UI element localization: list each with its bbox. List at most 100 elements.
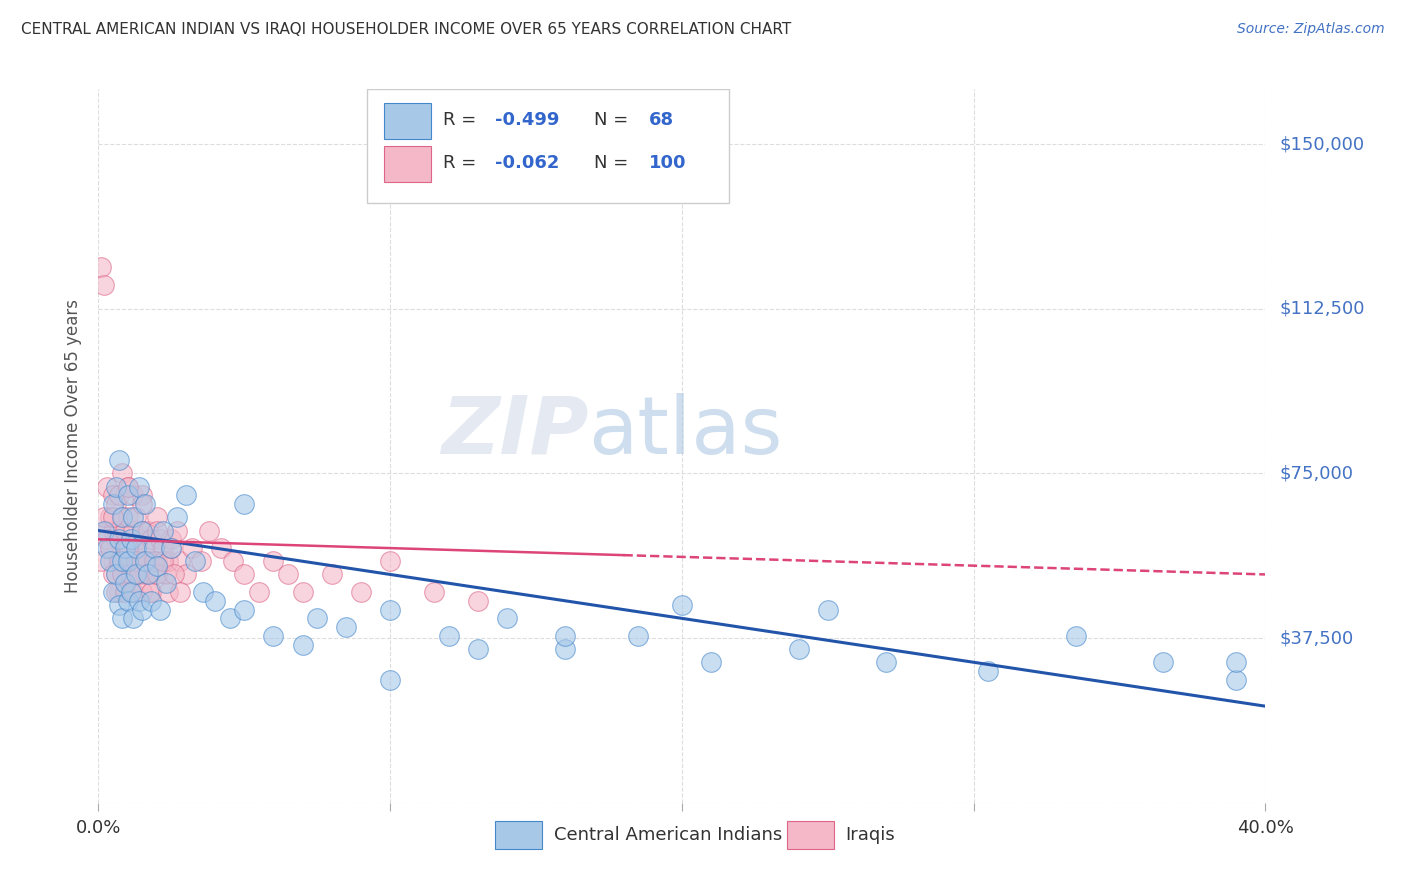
Point — [321, 567, 343, 582]
Point — [114, 541, 136, 555]
Point — [1225, 655, 1247, 669]
Point — [104, 480, 127, 494]
Point — [108, 488, 131, 502]
Point — [152, 554, 174, 568]
Point — [142, 541, 165, 555]
Point — [93, 524, 115, 538]
FancyBboxPatch shape — [367, 89, 728, 203]
Point — [120, 567, 142, 582]
Point — [101, 567, 124, 582]
Point — [128, 594, 150, 608]
Point — [136, 524, 159, 538]
Point — [128, 567, 150, 582]
Point — [174, 488, 197, 502]
Point — [101, 585, 124, 599]
Point — [146, 567, 169, 582]
Point — [111, 554, 134, 568]
Text: Iraqis: Iraqis — [845, 826, 896, 844]
Point — [108, 554, 131, 568]
Point — [108, 524, 131, 538]
Point — [160, 533, 183, 547]
Text: ZIP: ZIP — [441, 392, 589, 471]
Point — [117, 594, 139, 608]
Point — [350, 585, 373, 599]
Point — [114, 524, 136, 538]
Text: 100: 100 — [650, 153, 686, 171]
Point — [554, 642, 576, 657]
Point — [104, 567, 127, 582]
Point — [142, 567, 165, 582]
Text: Source: ZipAtlas.com: Source: ZipAtlas.com — [1237, 22, 1385, 37]
Point — [155, 567, 177, 582]
Point — [108, 585, 131, 599]
Point — [131, 602, 153, 616]
Point — [131, 554, 153, 568]
Point — [134, 567, 156, 582]
Point — [131, 524, 153, 538]
Point — [134, 554, 156, 568]
Point — [467, 594, 489, 608]
Text: N =: N = — [595, 153, 634, 171]
Point — [98, 510, 121, 524]
Point — [128, 533, 150, 547]
Point — [378, 673, 402, 687]
Point — [221, 554, 243, 568]
Point — [111, 611, 134, 625]
Point — [190, 554, 212, 568]
Point — [101, 510, 124, 524]
Point — [152, 524, 174, 538]
Point — [627, 629, 650, 643]
Point — [96, 533, 118, 547]
Point — [139, 594, 162, 608]
Point — [152, 541, 174, 555]
Point — [120, 533, 142, 547]
Point — [136, 567, 159, 582]
Text: -0.499: -0.499 — [495, 111, 560, 128]
Point — [149, 602, 172, 616]
Point — [131, 488, 153, 502]
Point — [875, 655, 897, 669]
Point — [101, 524, 124, 538]
Text: CENTRAL AMERICAN INDIAN VS IRAQI HOUSEHOLDER INCOME OVER 65 YEARS CORRELATION CH: CENTRAL AMERICAN INDIAN VS IRAQI HOUSEHO… — [21, 22, 792, 37]
Bar — [384, 146, 432, 182]
Point — [169, 554, 191, 568]
Point — [139, 533, 162, 547]
Point — [125, 567, 148, 582]
Point — [204, 594, 226, 608]
Point — [378, 554, 402, 568]
Point — [139, 585, 162, 599]
Text: atlas: atlas — [589, 392, 783, 471]
Point — [117, 488, 139, 502]
Point — [163, 567, 186, 582]
Text: $112,500: $112,500 — [1279, 300, 1365, 318]
Point — [117, 567, 139, 582]
Point — [122, 488, 145, 502]
Point — [108, 598, 131, 612]
Point — [98, 554, 121, 568]
Text: R =: R = — [443, 153, 482, 171]
Point — [98, 541, 121, 555]
Point — [117, 480, 139, 494]
Point — [1225, 673, 1247, 687]
Point — [104, 585, 127, 599]
Point — [180, 541, 202, 555]
Point — [700, 655, 723, 669]
Point — [262, 629, 284, 643]
Point — [114, 585, 136, 599]
Point — [233, 602, 256, 616]
Point — [378, 602, 402, 616]
Point — [111, 567, 134, 582]
Point — [146, 558, 169, 573]
Point — [139, 585, 162, 599]
Point — [111, 467, 134, 481]
Point — [90, 260, 112, 274]
Bar — [495, 821, 541, 849]
Point — [104, 567, 127, 582]
Point — [122, 524, 145, 538]
Point — [128, 567, 150, 582]
Point — [134, 554, 156, 568]
Point — [120, 585, 142, 599]
Text: R =: R = — [443, 111, 482, 128]
Point — [423, 585, 446, 599]
Point — [291, 638, 314, 652]
